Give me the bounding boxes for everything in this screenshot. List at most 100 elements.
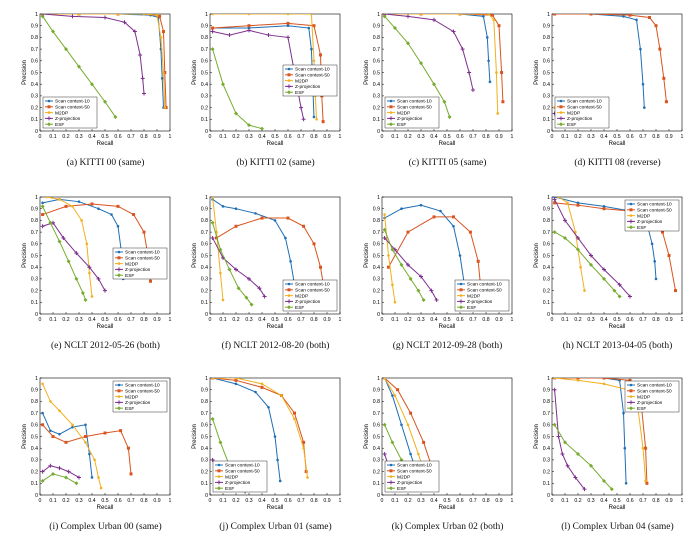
y-tick-label: 0.7 <box>373 230 380 236</box>
data-point <box>419 203 423 207</box>
data-point <box>399 262 404 267</box>
chart-svg: 0 0.1 0.2 0.3 0.4 0.5 0.6 0.7 0.8 0.9 1 0 0.1 0.2 0.3 0… <box>192 195 342 330</box>
x-tick-label: 0.8 <box>140 317 147 323</box>
legend-marker <box>217 475 221 478</box>
chart-panel: 0 0.1 0.2 0.3 0.4 0.5 0.6 0.7 0.8 0.9 1 0 0.1 0.2 0.3 0… <box>530 191 690 369</box>
x-tick-label: 1 <box>169 317 172 323</box>
y-tick-label: 0 <box>35 129 38 135</box>
y-tick-label: 0.7 <box>201 411 208 417</box>
chart-panel: 0 0.1 0.2 0.3 0.4 0.5 0.6 0.7 0.8 0.9 1 0 0.1 0.2 0.3 0… <box>360 372 520 550</box>
series-line <box>212 222 253 305</box>
y-tick-label: 0 <box>205 312 208 318</box>
x-tick-label: 0.3 <box>587 134 594 140</box>
x-tick-label: 0.2 <box>232 498 239 504</box>
x-tick-label: 0.8 <box>140 134 147 140</box>
data-point <box>589 262 593 267</box>
legend-label: Scan context-10 <box>397 463 432 469</box>
data-point <box>589 14 593 16</box>
chart-svg: 0 0.1 0.2 0.3 0.4 0.5 0.6 0.7 0.8 0.9 1 0 0.1 0.2 0.3 0… <box>22 12 172 147</box>
data-point <box>306 476 309 479</box>
data-point <box>40 469 45 474</box>
legend-marker <box>629 383 633 387</box>
data-point <box>234 382 238 386</box>
data-point <box>293 411 296 415</box>
data-point <box>312 115 316 119</box>
data-point <box>393 301 397 304</box>
x-tick-label: 0.1 <box>49 317 56 323</box>
legend-marker <box>629 395 633 398</box>
data-point <box>74 481 79 486</box>
y-tick-label: 0.6 <box>543 423 550 429</box>
x-tick-label: 0 <box>209 317 212 323</box>
data-point <box>97 207 100 210</box>
x-tick-label: 0.5 <box>101 498 108 504</box>
y-tick-label: 0.9 <box>31 388 38 394</box>
x-tick-label: 0.8 <box>310 317 317 323</box>
x-tick-label: 1 <box>511 134 514 140</box>
data-point <box>293 417 296 421</box>
legend-label: Scan context-10 <box>637 202 672 208</box>
y-tick-label: 0.2 <box>543 105 550 111</box>
x-tick-label: 0.2 <box>574 498 581 504</box>
y-tick-label: 0.5 <box>201 70 208 76</box>
x-tick-label: 0.8 <box>652 134 659 140</box>
legend-marker <box>287 294 291 297</box>
y-tick-label: 0.1 <box>373 481 380 487</box>
y-tick-label: 0.5 <box>373 70 380 76</box>
data-point <box>487 14 490 16</box>
x-tick-label: 0.5 <box>613 134 620 140</box>
x-tick-label: 0.3 <box>587 317 594 323</box>
data-point <box>71 205 74 208</box>
y-tick-label: 0.8 <box>31 218 38 224</box>
data-point <box>310 47 313 51</box>
legend-label: Scan context-50 <box>295 73 330 79</box>
data-point <box>442 99 447 104</box>
data-point <box>635 18 638 22</box>
legend-marker <box>559 111 563 114</box>
y-tick-label: 0.2 <box>201 288 208 294</box>
y-tick-label: 0.7 <box>201 47 208 53</box>
data-point <box>58 198 61 201</box>
data-point <box>602 478 606 483</box>
data-point <box>234 267 238 272</box>
y-tick-label: 0.1 <box>201 481 208 487</box>
x-tick-label: 1 <box>339 498 342 504</box>
data-point <box>417 452 420 456</box>
x-axis-label: Recall <box>439 324 456 330</box>
data-point <box>624 482 628 485</box>
y-tick-label: 0.6 <box>373 59 380 65</box>
data-point <box>88 271 91 275</box>
data-point <box>576 247 580 252</box>
x-tick-label: 0.1 <box>561 134 568 140</box>
x-tick-label: 0.6 <box>626 134 633 140</box>
data-point <box>501 100 505 104</box>
data-point <box>432 17 436 22</box>
chart-panel: 0 0.1 0.2 0.3 0.4 0.5 0.6 0.7 0.8 0.9 1 0 0.1 0.2 0.3 0… <box>360 8 520 186</box>
chart-caption: (h) NCLT 2013-04-05 (both) <box>562 341 673 351</box>
x-tick-label: 0.7 <box>297 317 304 323</box>
y-tick-label: 0.9 <box>543 24 550 30</box>
data-point <box>387 254 390 257</box>
data-point <box>476 259 480 263</box>
y-tick-label: 0.6 <box>31 242 38 248</box>
data-point <box>553 14 557 16</box>
chart-caption: (g) NCLT 2012-09-28 (both) <box>392 341 503 351</box>
series-line <box>42 424 132 474</box>
data-point <box>273 219 277 222</box>
legend-marker <box>47 116 51 121</box>
x-tick-label: 0.1 <box>391 317 398 323</box>
data-point <box>210 235 215 240</box>
legend-label: Z-projection <box>55 116 81 122</box>
data-point <box>61 235 66 240</box>
y-tick-label: 0 <box>377 129 380 135</box>
y-tick-label: 0.9 <box>31 24 38 30</box>
legend-marker <box>217 469 221 473</box>
data-point <box>650 242 654 246</box>
data-point <box>48 220 53 225</box>
legend-marker <box>389 469 393 473</box>
y-tick-label: 0.1 <box>31 481 38 487</box>
legend-label: Scan context-50 <box>637 389 672 395</box>
x-tick-label: 0.2 <box>62 498 69 504</box>
